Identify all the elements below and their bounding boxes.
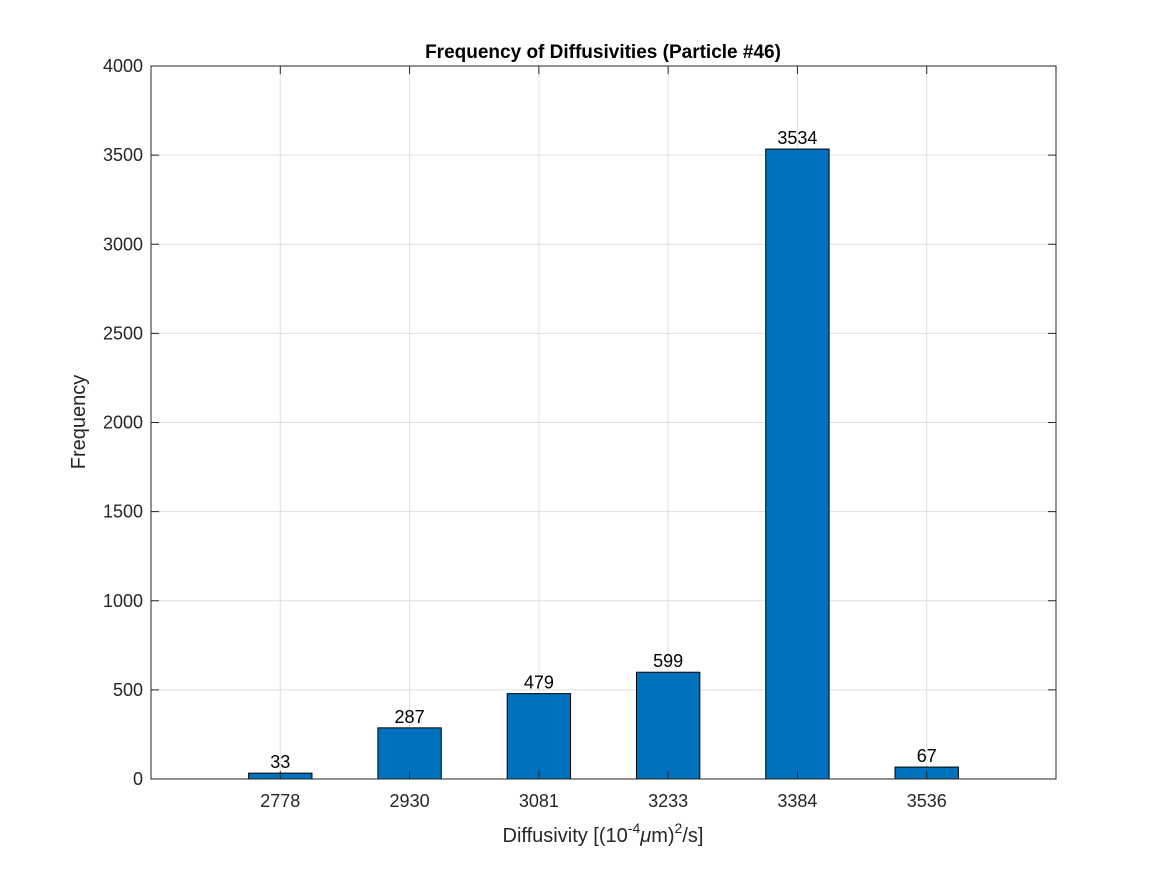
- bar-value-label: 287: [395, 707, 425, 727]
- x-axis-label-exponent-2: 2: [675, 820, 683, 836]
- grid-lines: [151, 66, 1056, 779]
- x-axis-label-mid: m): [651, 825, 674, 847]
- chart-title: Frequency of Diffusivities (Particle #46…: [425, 42, 781, 63]
- x-tick-label: 3233: [648, 791, 688, 811]
- y-tick-label: 3500: [103, 145, 143, 165]
- bar-value-label: 67: [917, 746, 937, 766]
- y-tick-label: 3000: [103, 234, 143, 254]
- x-axis-label-mu: μ: [639, 825, 651, 847]
- bar-value-label: 479: [524, 673, 554, 693]
- bar-value-label: 33: [270, 752, 290, 772]
- y-tick-label: 1000: [103, 591, 143, 611]
- x-axis-label-suffix: /s]: [682, 825, 703, 847]
- x-tick-label: 3536: [907, 791, 947, 811]
- y-tick-label: 4000: [103, 56, 143, 76]
- x-tick-label: 3081: [519, 791, 559, 811]
- y-tick-label: 500: [113, 680, 143, 700]
- x-axis-label-prefix: Diffusivity [(10: [503, 825, 628, 847]
- bar-value-label: 599: [653, 651, 683, 671]
- y-axis-label: Frequency: [68, 375, 90, 470]
- x-tick-label: 2778: [260, 791, 300, 811]
- y-tick-label: 0: [133, 769, 143, 789]
- y-axis-ticks: 0 500 1000 1500 2000 2500 3000 3500 4000: [103, 56, 1056, 789]
- bars: [248, 148, 959, 780]
- x-axis-label-exponent-1: -4: [628, 820, 641, 836]
- x-tick-label: 2930: [390, 791, 430, 811]
- x-axis-ticks: 2778 2930 3081 3233 3384 3536: [260, 66, 947, 811]
- bar: [635, 671, 701, 780]
- y-tick-label: 2000: [103, 413, 143, 433]
- y-tick-label: 2500: [103, 323, 143, 343]
- x-axis-label: Diffusivity [(10-4μm)2/s]: [503, 820, 704, 847]
- y-tick-label: 1500: [103, 502, 143, 522]
- x-tick-label: 3384: [777, 791, 817, 811]
- bar: [765, 148, 830, 780]
- bar-value-label: 3534: [777, 128, 817, 148]
- data-labels: 33 287 479 599 3534 67: [270, 128, 936, 772]
- bar: [506, 693, 572, 780]
